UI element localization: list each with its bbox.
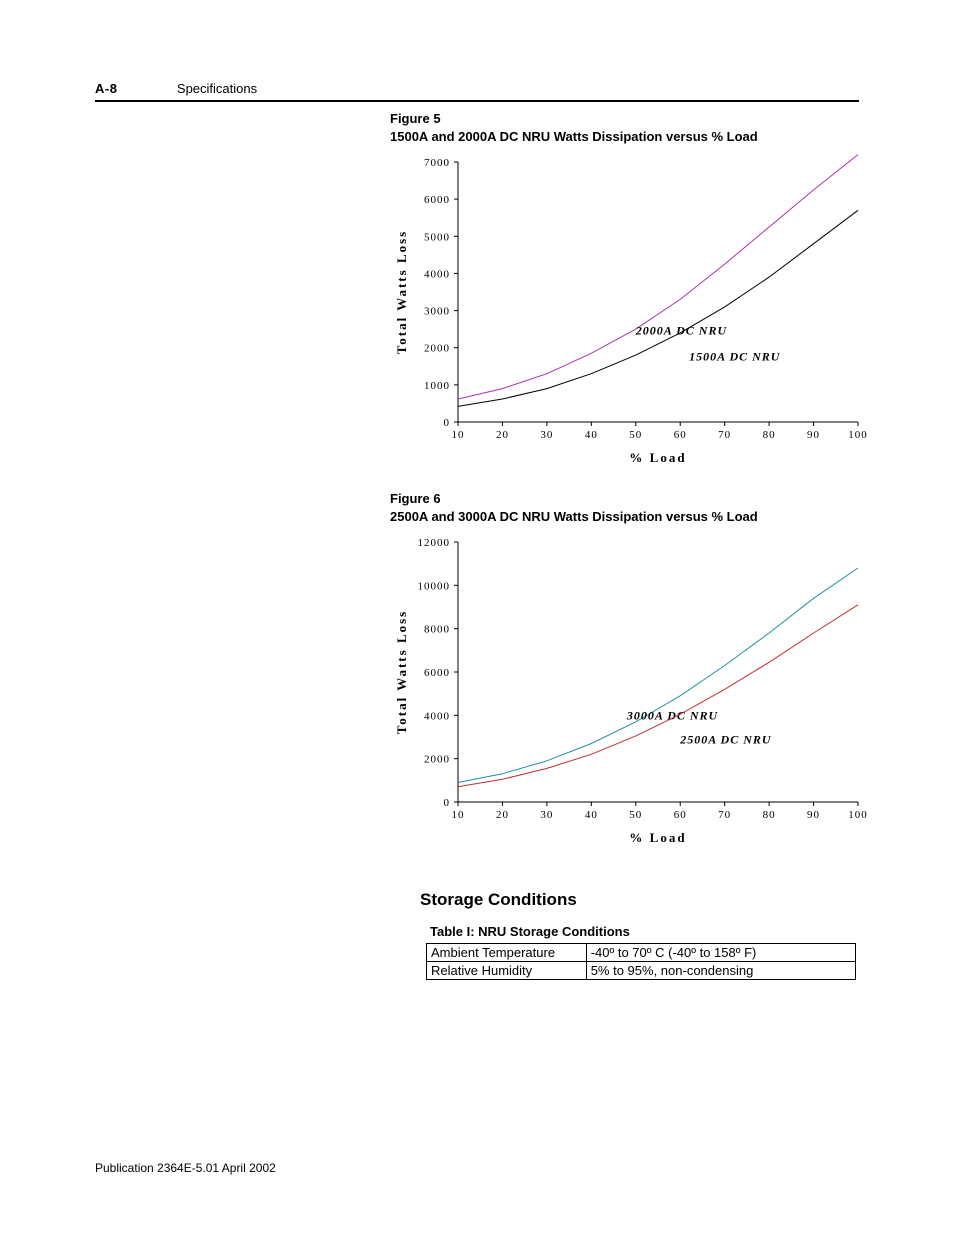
svg-text:7000: 7000: [424, 157, 450, 169]
svg-text:6000: 6000: [424, 195, 450, 207]
svg-text:40: 40: [585, 809, 598, 821]
svg-text:50: 50: [629, 809, 642, 821]
svg-text:30: 30: [540, 429, 553, 441]
page-header: A-8 Specifications: [95, 80, 859, 102]
svg-text:40: 40: [585, 429, 598, 441]
svg-text:10: 10: [452, 429, 465, 441]
svg-text:5000: 5000: [424, 232, 450, 244]
figure-5-chart: 0 1000 2000 3000 4000 5000 6000 7000 10 20 30 40 50 6…: [390, 152, 868, 468]
table-cell-value: -40º to 70º C (-40º to 158º F): [586, 944, 855, 962]
svg-text:8000: 8000: [424, 624, 450, 636]
figure-5-label: Figure 5: [390, 110, 868, 128]
svg-text:50: 50: [629, 429, 642, 441]
svg-text:Total Watts Loss: Total Watts Loss: [394, 610, 409, 734]
table-cell-value: 5% to 95%, non-condensing: [586, 962, 855, 980]
figure-6-label: Figure 6: [390, 490, 868, 508]
table-row: Relative Humidity5% to 95%, non-condensi…: [427, 962, 856, 980]
figure-6-chart: 0 2000 4000 6000 8000 10000 12000 10 20 30 40 50 60 7…: [390, 532, 868, 848]
svg-text:0: 0: [444, 417, 451, 429]
storage-heading: Storage Conditions: [420, 890, 856, 910]
svg-text:20: 20: [496, 429, 509, 441]
svg-text:Total Watts Loss: Total Watts Loss: [394, 230, 409, 354]
svg-text:% Load: % Load: [629, 830, 686, 845]
storage-section: Storage Conditions Table I: NRU Storage …: [420, 890, 856, 980]
figure-6-title: 2500A and 3000A DC NRU Watts Dissipation…: [390, 508, 868, 526]
svg-text:80: 80: [763, 809, 776, 821]
svg-text:1500A DC NRU: 1500A DC NRU: [689, 350, 781, 364]
svg-text:2000: 2000: [424, 343, 450, 355]
svg-text:4000: 4000: [424, 711, 450, 723]
figure-6-block: Figure 6 2500A and 3000A DC NRU Watts Di…: [390, 490, 868, 848]
svg-text:20: 20: [496, 809, 509, 821]
svg-text:10: 10: [452, 809, 465, 821]
svg-text:10000: 10000: [418, 581, 451, 593]
section-title: Specifications: [177, 81, 257, 96]
svg-text:30: 30: [540, 809, 553, 821]
svg-text:1000: 1000: [424, 380, 450, 392]
svg-text:70: 70: [718, 809, 731, 821]
svg-text:2000A DC NRU: 2000A DC NRU: [635, 324, 728, 338]
table-cell-label: Ambient Temperature: [427, 944, 587, 962]
page-number: A-8: [95, 81, 117, 96]
svg-text:3000: 3000: [424, 306, 450, 318]
svg-text:3000A DC NRU: 3000A DC NRU: [626, 709, 719, 723]
svg-text:6000: 6000: [424, 667, 450, 679]
svg-text:100: 100: [848, 809, 868, 821]
svg-text:90: 90: [807, 809, 820, 821]
figure-5-title: 1500A and 2000A DC NRU Watts Dissipation…: [390, 128, 868, 146]
storage-table: Ambient Temperature-40º to 70º C (-40º t…: [426, 943, 856, 980]
svg-text:0: 0: [444, 797, 451, 809]
table-row: Ambient Temperature-40º to 70º C (-40º t…: [427, 944, 856, 962]
svg-text:12000: 12000: [418, 537, 451, 549]
svg-text:4000: 4000: [424, 269, 450, 281]
figure-5-block: Figure 5 1500A and 2000A DC NRU Watts Di…: [390, 110, 868, 468]
svg-text:2000: 2000: [424, 754, 450, 766]
svg-text:60: 60: [674, 429, 687, 441]
svg-text:% Load: % Load: [629, 450, 686, 465]
table-cell-label: Relative Humidity: [427, 962, 587, 980]
figure-5-svg: 0 1000 2000 3000 4000 5000 6000 7000 10 20 30 40 50 6…: [390, 152, 868, 468]
svg-text:60: 60: [674, 809, 687, 821]
svg-text:90: 90: [807, 429, 820, 441]
svg-text:2500A DC NRU: 2500A DC NRU: [679, 733, 772, 747]
figure-6-svg: 0 2000 4000 6000 8000 10000 12000 10 20 30 40 50 60 7…: [390, 532, 868, 848]
svg-text:70: 70: [718, 429, 731, 441]
svg-text:100: 100: [848, 429, 868, 441]
publication-footer: Publication 2364E-5.01 April 2002: [95, 1161, 276, 1175]
svg-text:80: 80: [763, 429, 776, 441]
storage-table-title: Table I: NRU Storage Conditions: [430, 924, 856, 939]
